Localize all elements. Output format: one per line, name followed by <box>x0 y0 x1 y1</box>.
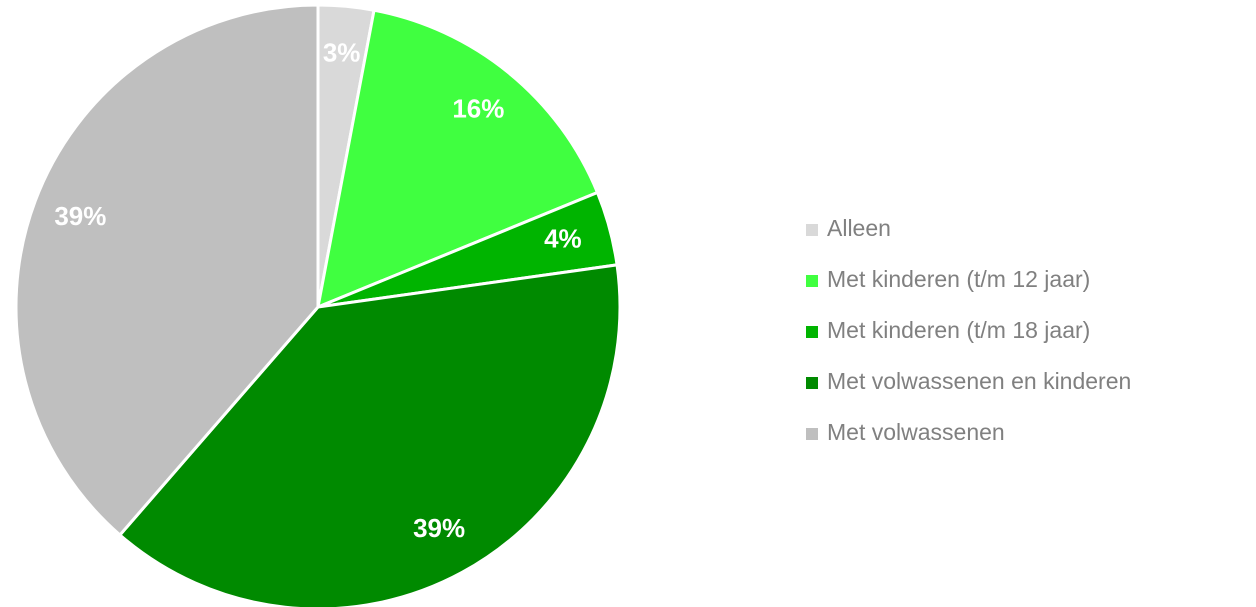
pie-slice <box>14 3 320 538</box>
pie-slice <box>117 263 622 607</box>
legend-label: Met volwassenen en kinderen <box>827 368 1131 394</box>
data-label: 3% <box>323 37 361 67</box>
legend-label: Met kinderen (t/m 18 jaar) <box>827 317 1090 343</box>
legend-label: Alleen <box>827 215 891 241</box>
data-label: 39% <box>413 513 465 543</box>
data-label: 39% <box>54 201 106 231</box>
data-label: 4% <box>544 224 582 254</box>
legend-swatch <box>806 224 818 236</box>
pie-slice <box>316 8 600 310</box>
legend-swatch <box>806 428 818 440</box>
legend-swatch <box>806 275 818 287</box>
legend-label: Met kinderen (t/m 12 jaar) <box>827 266 1090 292</box>
legend-swatch <box>806 377 818 389</box>
legend-label: Met volwassenen <box>827 419 1005 445</box>
legend-swatch <box>806 326 818 338</box>
data-label: 16% <box>452 93 504 123</box>
